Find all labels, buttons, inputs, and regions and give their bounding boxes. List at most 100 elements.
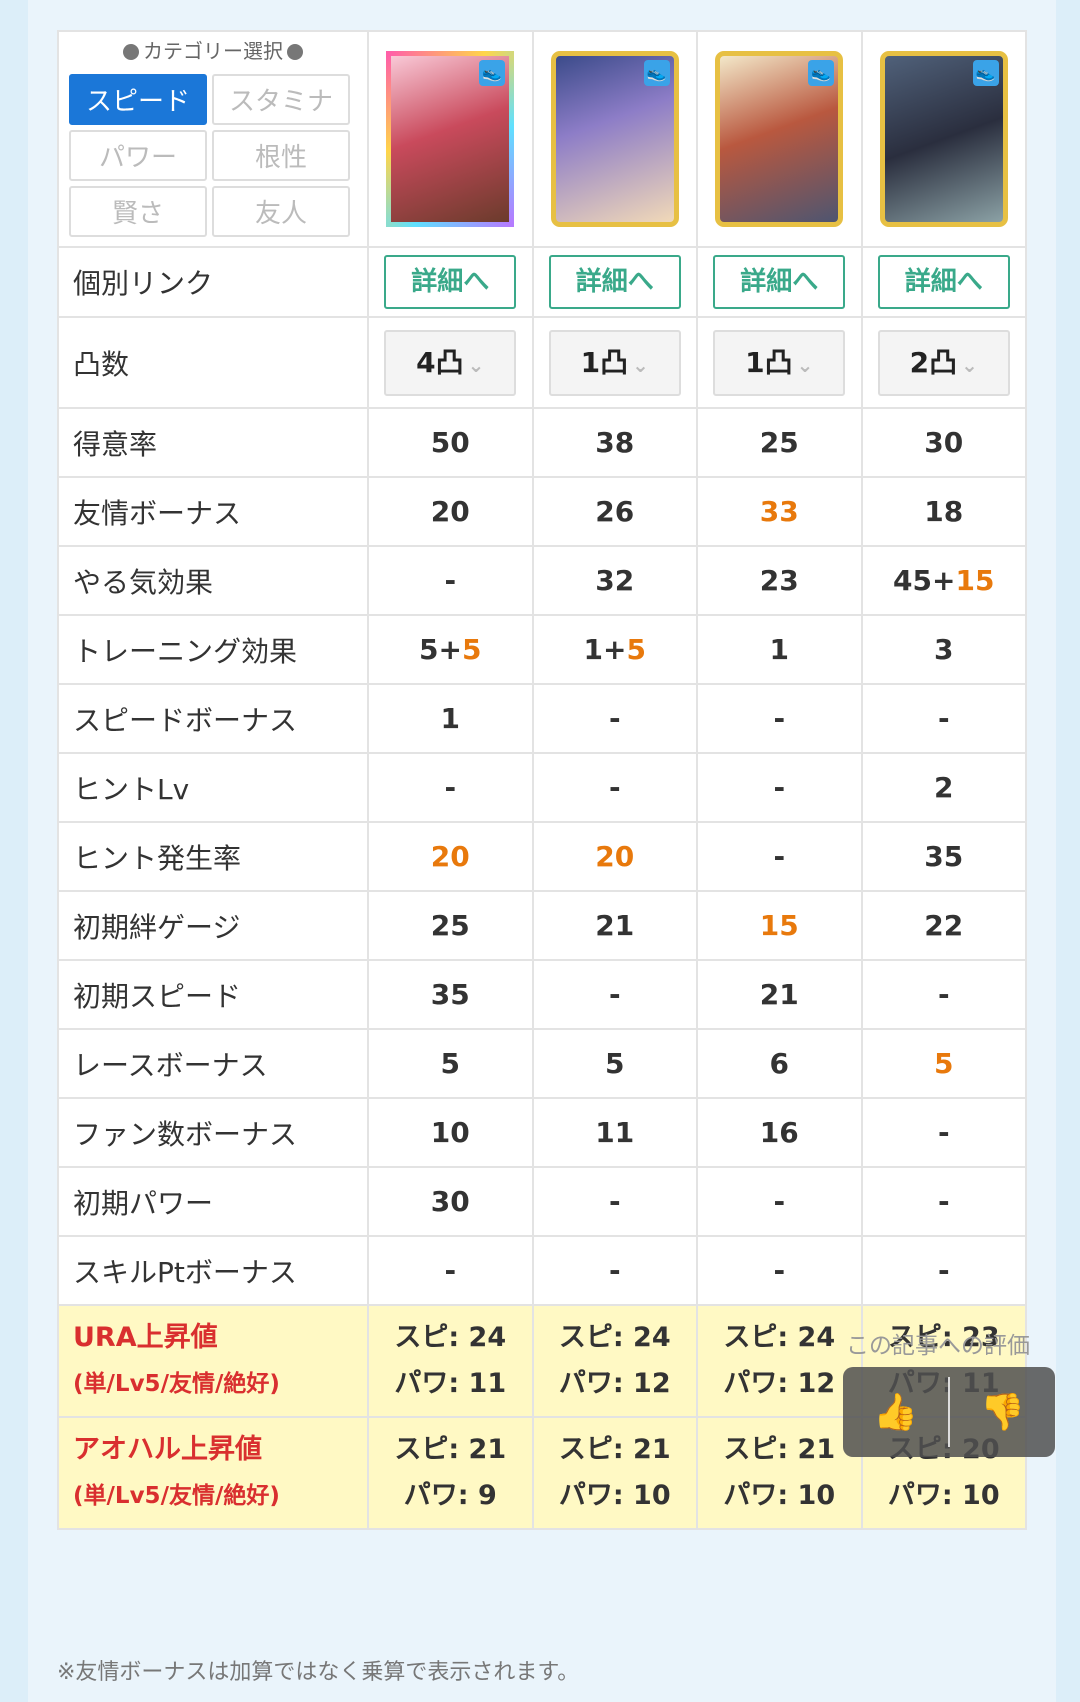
- card-cell: 👟: [531, 30, 698, 248]
- highlight-value: 15: [955, 564, 995, 597]
- gain-line: スピ: 21: [558, 1434, 671, 1465]
- stat-value: 23: [696, 545, 863, 616]
- gain-line: スピ: 23: [887, 1322, 1000, 1353]
- gain-line: スピ: 24: [723, 1322, 836, 1353]
- support-card-image[interactable]: 👟: [879, 51, 1008, 227]
- stat-value: 33: [696, 476, 863, 547]
- stat-value: 21: [531, 890, 698, 961]
- stat-value: -: [696, 752, 863, 823]
- stat-value: 5: [531, 1028, 698, 1099]
- limit-break-select[interactable]: 4凸 ⌄: [384, 329, 517, 396]
- gain-line: スピ: 21: [723, 1434, 836, 1465]
- select-value: 1凸: [745, 345, 793, 379]
- stat-value: 5+5: [367, 614, 534, 685]
- base-value: 5+: [419, 633, 462, 666]
- stat-value: 16: [696, 1097, 863, 1168]
- base-value: -: [773, 771, 786, 804]
- category-button[interactable]: パワー: [69, 130, 207, 181]
- row-label: 初期パワー: [57, 1166, 369, 1237]
- row-label: スキルPtボーナス: [57, 1235, 369, 1306]
- row-label: ファン数ボーナス: [57, 1097, 369, 1168]
- chevron-down-icon: ⌄: [632, 352, 649, 377]
- base-value: -: [773, 1254, 786, 1287]
- row-label: 得意率: [57, 407, 369, 478]
- stat-value: -: [860, 959, 1027, 1030]
- base-value: 20: [430, 495, 470, 528]
- category-header-text: カテゴリー選択: [143, 39, 283, 63]
- support-card-image[interactable]: 👟: [386, 51, 515, 227]
- stat-value: 32: [531, 545, 698, 616]
- thumbs-down-button[interactable]: 👎: [950, 1367, 1055, 1457]
- stat-value: -: [531, 1166, 698, 1237]
- thumbs-up-button[interactable]: 👍: [843, 1367, 948, 1457]
- row-label-line: (単/Lv5/友情/絶好): [73, 1371, 280, 1397]
- limit-break-select[interactable]: 2凸 ⌄: [877, 329, 1010, 396]
- detail-link-button[interactable]: 詳細へ: [548, 255, 681, 309]
- gain-line: パワ: 12: [723, 1368, 836, 1399]
- stat-value: -: [696, 821, 863, 892]
- category-button[interactable]: 友人: [212, 186, 350, 237]
- row-label: やる気効果: [57, 545, 369, 616]
- stat-value: 11: [531, 1097, 698, 1168]
- stat-value: -: [367, 545, 534, 616]
- row-label: 個別リンク: [57, 246, 369, 318]
- bullet-icon: [287, 44, 303, 60]
- gain-line: パワ: 10: [558, 1480, 671, 1511]
- gain-value: スピ: 21 パワ: 10: [531, 1416, 698, 1530]
- support-card-comparison-table: カテゴリー選択 スピード スタミナ パワー 根性 賢さ 友人 👟 👟 👟 👟 個別リンク …: [57, 30, 1027, 1530]
- stat-row: 初期スピード 35 - 21 -: [57, 959, 1027, 1030]
- category-selector: カテゴリー選択 スピード スタミナ パワー 根性 賢さ 友人: [57, 30, 369, 248]
- speed-shoe-icon: 👟: [808, 60, 835, 86]
- gain-value: スピ: 21 パワ: 10: [696, 1416, 863, 1530]
- stat-value: 6: [696, 1028, 863, 1099]
- base-value: 25: [759, 426, 799, 459]
- base-value: 21: [759, 978, 799, 1011]
- row-label: スピードボーナス: [57, 683, 369, 754]
- gain-line: スピ: 24: [394, 1322, 507, 1353]
- base-value: 10: [430, 1116, 470, 1149]
- stat-value: 38: [531, 407, 698, 478]
- gain-line: パワ: 9: [403, 1480, 497, 1511]
- category-button[interactable]: スピード: [69, 74, 207, 125]
- detail-link-button[interactable]: 詳細へ: [877, 255, 1010, 309]
- stat-value: 15: [696, 890, 863, 961]
- base-value: 45+: [893, 564, 956, 597]
- card-cell: 詳細へ: [367, 246, 534, 318]
- limit-break-select[interactable]: 1凸 ⌄: [548, 329, 681, 396]
- support-card-image[interactable]: 👟: [550, 51, 679, 227]
- base-value: 11: [595, 1116, 635, 1149]
- stat-value: -: [531, 959, 698, 1030]
- row-label-line: (単/Lv5/友情/絶好): [73, 1483, 280, 1509]
- bullet-icon: [123, 44, 139, 60]
- stat-value: 22: [860, 890, 1027, 961]
- stat-row: 初期絆ゲージ 25 21 15 22: [57, 890, 1027, 961]
- stat-value: 3: [860, 614, 1027, 685]
- detail-link-button[interactable]: 詳細へ: [713, 255, 846, 309]
- category-button[interactable]: スタミナ: [212, 74, 350, 125]
- stat-row: レースボーナス 5 5 6 5: [57, 1028, 1027, 1099]
- stat-value: 1+5: [531, 614, 698, 685]
- gain-value: スピ: 24 パワ: 11: [367, 1304, 534, 1418]
- stat-value: -: [367, 1235, 534, 1306]
- gain-value: スピ: 21 パワ: 9: [367, 1416, 534, 1530]
- gain-value: スピ: 24 パワ: 12: [696, 1304, 863, 1418]
- category-button[interactable]: 根性: [212, 130, 350, 181]
- stat-value: 25: [696, 407, 863, 478]
- select-value: 1凸: [580, 345, 629, 379]
- link-row: 個別リンク 詳細へ 詳細へ 詳細へ 詳細へ: [57, 246, 1027, 318]
- speed-shoe-icon: 👟: [972, 60, 999, 86]
- stat-value: -: [531, 752, 698, 823]
- limit-break-select[interactable]: 1凸 ⌄: [713, 329, 846, 396]
- base-value: 30: [430, 1185, 470, 1218]
- detail-link-button[interactable]: 詳細へ: [384, 255, 517, 309]
- stat-value: 35: [367, 959, 534, 1030]
- support-card-image[interactable]: 👟: [715, 51, 844, 227]
- stat-value: 2: [860, 752, 1027, 823]
- stat-value: 5: [860, 1028, 1027, 1099]
- stat-value: 10: [367, 1097, 534, 1168]
- card-cell: 2凸 ⌄: [860, 316, 1027, 409]
- category-button[interactable]: 賢さ: [69, 186, 207, 237]
- base-value: 25: [430, 909, 470, 942]
- card-cell: 詳細へ: [531, 246, 698, 318]
- speed-shoe-icon: 👟: [479, 60, 506, 86]
